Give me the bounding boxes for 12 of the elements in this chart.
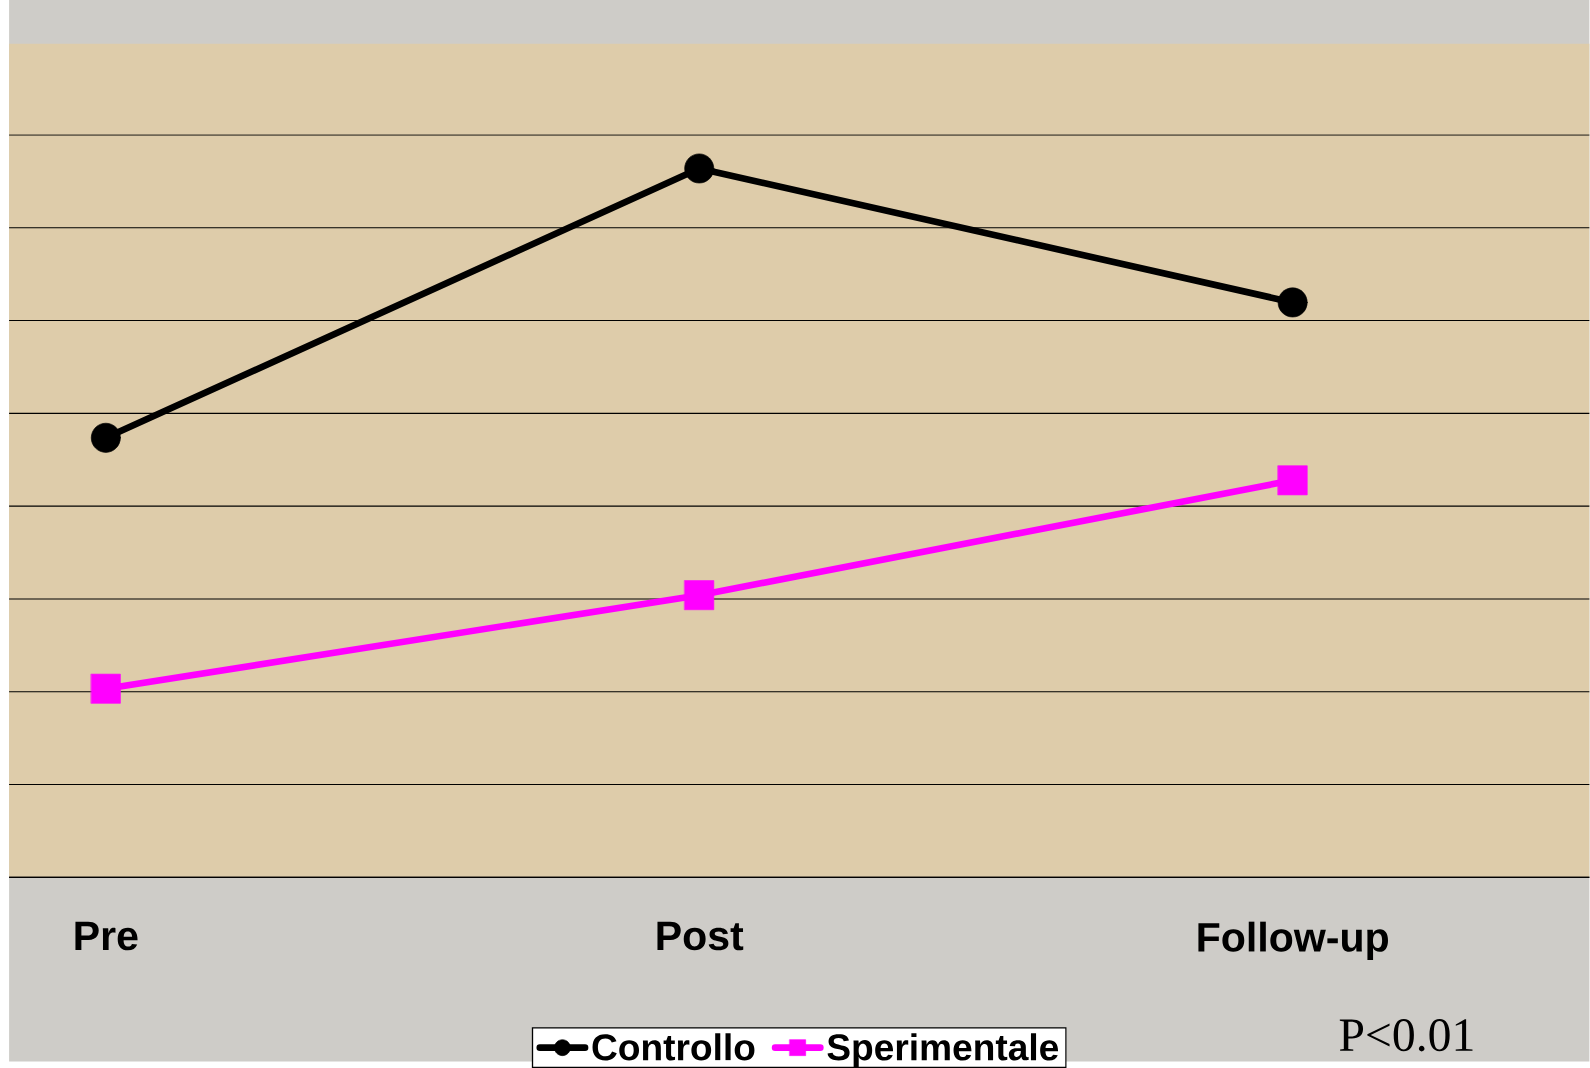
point [684,153,715,184]
point [90,422,121,453]
text: P<0.01 [1339,1019,1473,1052]
x-tick-label: Post [657,921,744,951]
legend-label: Sperimentale [827,1033,1059,1068]
x-tick-label: Follow-up [1198,921,1388,960]
point [684,580,715,611]
point [90,673,121,704]
point [1277,287,1308,318]
point [1277,465,1308,496]
legend-label: Controllo [592,1033,755,1061]
x-tick-label: Pre [75,921,138,951]
